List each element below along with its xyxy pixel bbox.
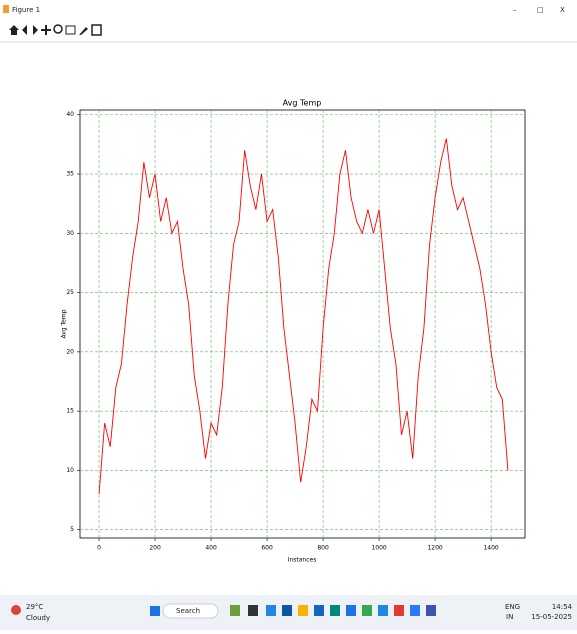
clock-time[interactable]: 14:54: [552, 603, 573, 611]
y-tick-label: 40: [66, 111, 74, 118]
back-button[interactable]: [22, 25, 27, 35]
app-icon: [3, 5, 9, 13]
app-icon[interactable]: [426, 605, 436, 616]
window: Figure 1 – □ X Avg Temp Instances Avg Te…: [0, 0, 577, 630]
y-axis-label: Avg Temp: [61, 309, 68, 338]
edit-button[interactable]: [79, 27, 88, 35]
maximize-button[interactable]: □: [537, 6, 544, 14]
app-icon[interactable]: [282, 605, 292, 616]
app-icon[interactable]: [410, 605, 420, 616]
forward-button[interactable]: [33, 25, 38, 35]
app-icon[interactable]: [314, 605, 324, 616]
clock-date[interactable]: 15-05-2025: [531, 613, 572, 621]
close-button[interactable]: X: [560, 6, 565, 14]
y-tick-label: 15: [66, 408, 74, 415]
x-tick-label: 400: [205, 545, 217, 552]
app-icon[interactable]: [330, 605, 340, 616]
weather-desc[interactable]: Cloudy: [26, 614, 50, 622]
weather-icon[interactable]: [11, 605, 21, 615]
language[interactable]: ENG: [505, 603, 520, 611]
title-bar: [0, 0, 577, 20]
y-tick-label: 25: [66, 289, 74, 296]
app-icon[interactable]: [346, 605, 356, 616]
y-tick-label: 20: [66, 348, 74, 355]
minimize-button[interactable]: –: [513, 6, 517, 14]
app-icon[interactable]: [394, 605, 404, 616]
app-icon[interactable]: [378, 605, 388, 616]
x-tick-label: 1400: [483, 545, 498, 552]
y-tick-label: 35: [66, 171, 74, 178]
app-icon[interactable]: [362, 605, 372, 616]
window-title: Figure 1: [12, 6, 40, 14]
start-button[interactable]: [150, 606, 160, 616]
save-button[interactable]: [92, 25, 101, 35]
y-tick-label: 30: [66, 230, 74, 237]
x-tick-label: 200: [149, 545, 161, 552]
weather-temp[interactable]: 29°C: [26, 603, 43, 611]
x-tick-label: 800: [317, 545, 329, 552]
home-button[interactable]: [9, 25, 19, 35]
zoom-button[interactable]: [54, 25, 62, 33]
x-tick-label: 1200: [427, 545, 442, 552]
x-axis-label: Instances: [288, 557, 317, 564]
toolbar: [9, 25, 101, 35]
app-icon[interactable]: [230, 605, 240, 616]
y-tick-label: 5: [70, 526, 74, 533]
screen: Figure 1 – □ X Avg Temp Instances Avg Te…: [0, 0, 577, 630]
app-icon[interactable]: [266, 605, 276, 616]
chart-title: Avg Temp: [283, 99, 322, 108]
x-tick-label: 0: [97, 545, 101, 552]
app-icon[interactable]: [248, 605, 258, 616]
data-line: [99, 138, 508, 494]
search-text[interactable]: Search: [176, 607, 200, 615]
configure-button[interactable]: [66, 26, 75, 34]
region[interactable]: IN: [506, 613, 513, 621]
x-tick-label: 1000: [371, 545, 386, 552]
y-tick-label: 10: [66, 467, 74, 474]
pan-button[interactable]: [41, 25, 51, 35]
app-icon[interactable]: [298, 605, 308, 616]
x-tick-label: 600: [261, 545, 273, 552]
